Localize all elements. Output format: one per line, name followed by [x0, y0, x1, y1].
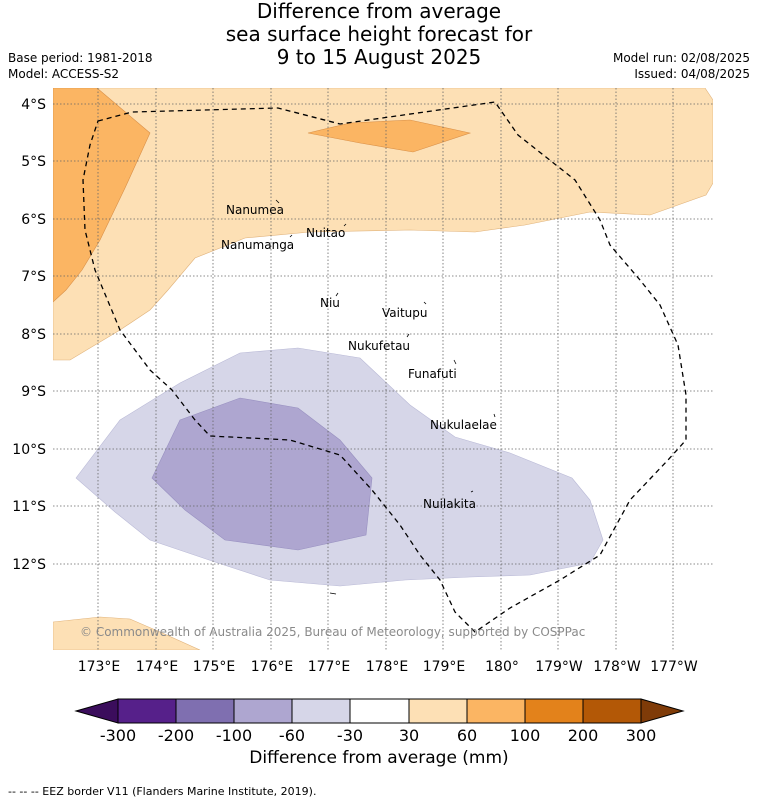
colorbar-cell: [582, 698, 642, 724]
island-label-niu: Niu: [320, 296, 340, 310]
contour-negative-medium: [151, 397, 373, 551]
chart-title: Difference from average sea surface heig…: [0, 0, 758, 69]
lat-label: 10°S: [12, 442, 46, 458]
island-label-nuilakita: Nuilakita: [423, 497, 476, 511]
island-nukufetau-mark: [406, 333, 410, 338]
colorbar-ticks: -300 -200 -100 -60 -30 30 60 100 200 300: [100, 726, 656, 745]
colorbar-cell: [349, 698, 410, 724]
title-line-3: 9 to 15 August 2025: [276, 45, 482, 69]
colorbar-tick-label: 30: [399, 726, 419, 745]
colorbar-cell: [175, 698, 235, 724]
lat-label: 7°S: [21, 269, 46, 285]
lon-label: 178°E: [366, 659, 409, 675]
island-labels: Nanumea Nuitao Nanumanga Niu Vaitupu Nuk…: [221, 203, 497, 511]
latitude-labels: 4°S 5°S 6°S 7°S 8°S 9°S 10°S 11°S 12°S: [12, 97, 46, 573]
island-niu-mark: [335, 292, 339, 297]
model-info: Base period: 1981-2018 Model: ACCESS-S2: [8, 50, 153, 82]
colorbar-tick-label: 200: [568, 726, 599, 745]
colorbar-cell: [466, 698, 526, 724]
longitude-labels: 173°E 174°E 175°E 176°E 177°E 178°E 179°…: [78, 659, 698, 675]
lon-label: 180°: [485, 659, 519, 675]
island-nanumanga-mark: [289, 234, 293, 238]
colorbar-tick-label: 100: [510, 726, 541, 745]
lat-label: 4°S: [21, 97, 46, 113]
base-period: Base period: 1981-2018: [8, 51, 153, 65]
lon-label: 179°W: [535, 659, 583, 675]
run-info: Model run: 02/08/2025 Issued: 04/08/2025: [613, 50, 750, 82]
eez-attribution: -- -- -- EEZ border V11 (Flanders Marine…: [8, 785, 317, 798]
colorbar-tick-label: -200: [158, 726, 194, 745]
copyright-notice: © Commonwealth of Australia 2025, Bureau…: [80, 625, 585, 639]
map-area: Nanumea Nuitao Nanumanga Niu Vaitupu Nuk…: [53, 88, 713, 650]
colorbar-tick-label: -30: [337, 726, 363, 745]
colorbar-tick-label: 300: [626, 726, 657, 745]
lon-label: 177°W: [650, 659, 698, 675]
lat-label: 11°S: [12, 499, 46, 515]
island-funafuti-mark: [453, 359, 457, 365]
colorbar-tick-label: -60: [279, 726, 305, 745]
island-label-vaitupu: Vaitupu: [382, 306, 428, 320]
island-label-nanumea: Nanumea: [226, 203, 284, 217]
colorbar-tick-label: -300: [100, 726, 136, 745]
lon-label: 174°E: [136, 659, 179, 675]
title-line-2: sea surface height forecast for: [225, 22, 533, 46]
island-markers: [275, 199, 496, 595]
eez-border: [82, 101, 687, 633]
island-label-nukulaelae: Nukulaelae: [430, 418, 497, 432]
lat-label: 6°S: [21, 212, 46, 228]
island-reef-mark: [329, 592, 337, 595]
lon-label: 178°W: [593, 659, 641, 675]
contour-positive-light-south: [53, 616, 201, 650]
title-line-1: Difference from average: [256, 0, 502, 23]
colorbar-extend-low: [74, 698, 119, 724]
lat-label: 12°S: [12, 557, 46, 573]
lat-label: 9°S: [21, 384, 46, 400]
island-label-nuitao: Nuitao: [306, 226, 345, 240]
colorbar-cell: [291, 698, 351, 724]
colorbar-tick-label: 60: [457, 726, 477, 745]
colorbar: [74, 698, 685, 724]
model-name: Model: ACCESS-S2: [8, 67, 120, 81]
colorbar-extend-high: [640, 698, 685, 724]
island-vaitupu-mark: [423, 301, 427, 305]
island-label-nanumanga: Nanumanga: [221, 238, 294, 252]
lon-label: 175°E: [193, 659, 236, 675]
colorbar-tick-label: -100: [216, 726, 252, 745]
issued-date: Issued: 04/08/2025: [634, 67, 750, 81]
island-label-nukufetau: Nukufetau: [348, 339, 410, 353]
colorbar-cell: [117, 698, 177, 724]
lat-label: 8°S: [21, 327, 46, 343]
lon-label: 177°E: [308, 659, 351, 675]
colorbar-cell: [524, 698, 584, 724]
model-run: Model run: 02/08/2025: [612, 51, 750, 65]
colorbar-cell: [408, 698, 468, 724]
lon-label: 173°E: [78, 659, 121, 675]
island-nuitao-mark: [343, 223, 347, 227]
island-nanumea-mark: [275, 199, 280, 204]
island-label-funafuti: Funafuti: [408, 367, 457, 381]
colorbar-cell: [233, 698, 293, 724]
colorbar-title: Difference from average (mm): [249, 748, 509, 768]
island-nukulaelae-mark: [493, 413, 496, 418]
graticule: [53, 88, 713, 650]
lon-label: 176°E: [251, 659, 294, 675]
lat-label: 5°S: [21, 154, 46, 170]
island-nuilakita-mark: [470, 490, 474, 493]
lon-label: 179°E: [423, 659, 466, 675]
contour-positive-medium-west: [53, 88, 151, 303]
